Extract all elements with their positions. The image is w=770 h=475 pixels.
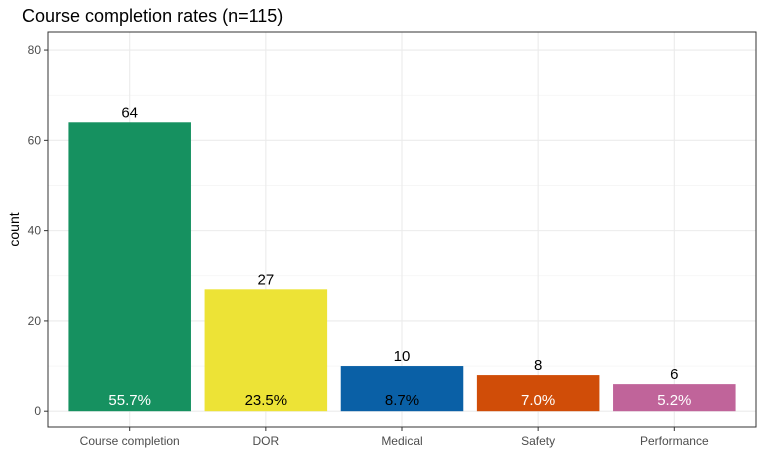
bar-percent-label: 55.7% [108,392,151,409]
bar-percent-label: 8.7% [385,392,419,409]
bar-count-label: 10 [394,348,411,365]
x-tick-label: Safety [521,434,555,448]
x-axis: Course completion DOR Medical Safety Perform… [80,427,709,448]
x-tick-label: Medical [381,434,422,448]
y-tick-label: 80 [28,43,42,57]
x-tick-label: Course completion [80,434,180,448]
x-tick-label: DOR [253,434,280,448]
bar-count-label: 27 [258,271,275,288]
bars: 64 55.7% 27 23.5% 10 8.7% 8 7.0% 6 5.2% [68,104,736,412]
y-tick-label: 20 [28,314,42,328]
bar [476,375,600,412]
bar [204,289,328,412]
bar-count-label: 64 [121,104,138,121]
y-tick-label: 40 [28,224,42,238]
bar [613,384,736,412]
bar-count-label: 6 [670,366,678,383]
bar-percent-label: 23.5% [245,392,288,409]
bar [340,366,464,412]
y-axis-title: count [6,212,22,246]
chart-title: Course completion rates (n=115) [22,6,283,26]
bar [68,122,191,412]
y-axis: 0 20 40 60 80 [28,43,48,418]
y-tick-label: 0 [34,404,41,418]
bar-percent-label: 7.0% [521,392,555,409]
x-tick-label: Performance [640,434,709,448]
bar-count-label: 8 [534,357,542,374]
y-tick-label: 60 [28,133,42,147]
bar-percent-label: 5.2% [657,392,691,409]
